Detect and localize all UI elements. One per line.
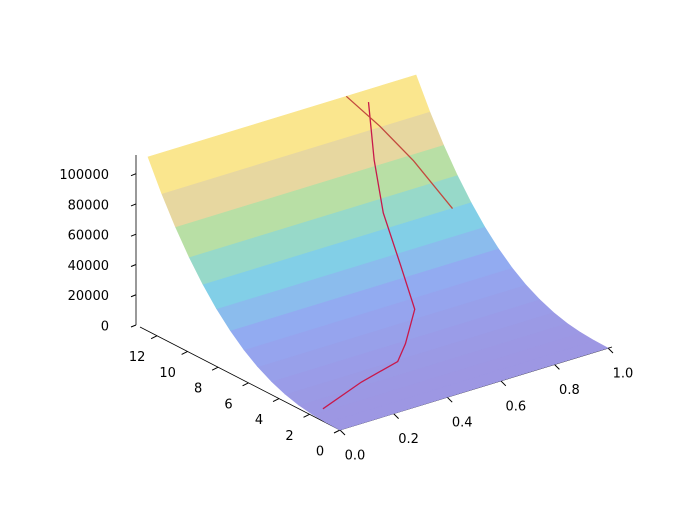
y-tick [211, 366, 219, 371]
y-tick [181, 350, 188, 355]
y-tick [303, 413, 310, 418]
y-tick-label: 2 [285, 429, 293, 444]
z-tick [130, 264, 137, 267]
y-axis [139, 326, 341, 431]
x-tick [500, 380, 507, 387]
z-tick-label: 60000 [68, 229, 109, 244]
y-tick [272, 398, 280, 403]
y-tick-label: 8 [194, 382, 202, 397]
z-tick [130, 294, 137, 298]
z-tick-label: 100000 [59, 168, 109, 183]
z-tick [130, 233, 137, 237]
y-tick-label: 0 [316, 445, 324, 460]
y-tick-label: 4 [255, 413, 263, 428]
x-tick [446, 396, 453, 403]
z-tick-label: 0 [101, 320, 109, 335]
y-tick [242, 382, 249, 387]
y-tick [150, 335, 158, 340]
z-tick [130, 324, 137, 328]
curve [345, 95, 454, 209]
x-tick-label: 0.2 [398, 432, 419, 447]
y-tick-label: 12 [129, 350, 146, 365]
x-tick-label: 0.4 [452, 416, 473, 431]
x-tick [393, 413, 399, 419]
surface-strip [147, 74, 431, 194]
x-tick-label: 0.0 [345, 449, 366, 464]
x-tick-label: 0.8 [559, 383, 580, 398]
z-tick [130, 203, 137, 207]
y-tick-label: 10 [159, 366, 176, 381]
y-tick [333, 429, 341, 434]
z-tick-label: 20000 [68, 289, 109, 304]
z-tick-label: 80000 [68, 198, 109, 213]
y-tick-label: 6 [224, 397, 232, 412]
x-tick-label: 0.6 [505, 399, 526, 414]
x-tick [339, 429, 346, 436]
x-tick-label: 1.0 [613, 367, 634, 382]
x-tick [607, 347, 614, 354]
curve [322, 102, 416, 410]
z-tick-label: 40000 [68, 259, 109, 274]
z-tick [130, 173, 137, 177]
x-tick [554, 364, 560, 370]
